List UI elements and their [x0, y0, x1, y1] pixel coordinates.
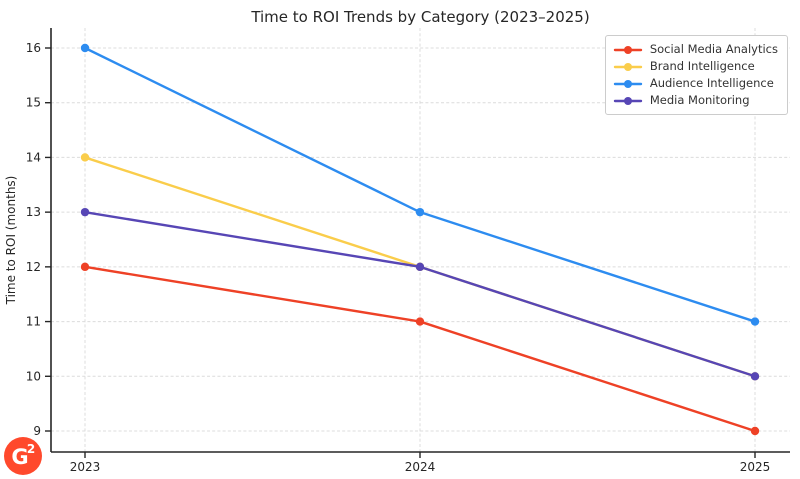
data-point [80, 43, 90, 53]
data-point [415, 262, 425, 272]
data-point [750, 372, 760, 381]
legend-item: Brand Intelligence [613, 59, 778, 74]
y-tick-label: 9 [33, 424, 41, 438]
g2-logo-2-text: 2 [27, 442, 35, 456]
y-tick-label: 16 [26, 41, 41, 55]
g2-logo-g-text: G [11, 445, 28, 469]
legend-dot-icon [623, 79, 632, 88]
data-point [80, 207, 90, 217]
legend-item: Social Media Analytics [613, 42, 778, 57]
legend-label: Audience Intelligence [649, 76, 774, 90]
data-point [415, 317, 425, 326]
y-tick-label: 14 [26, 150, 41, 164]
legend-dot-icon [623, 45, 632, 54]
data-point [80, 262, 90, 272]
legend-label: Social Media Analytics [649, 42, 778, 56]
y-axis-label: Time to ROI (months) [4, 176, 18, 306]
series-lines [80, 43, 760, 436]
legend-item: Audience Intelligence [613, 76, 778, 91]
tick-labels: 9 10 11 12 13 14 15 16 2023 2024 2025 [26, 41, 771, 474]
legend-item: Media Monitoring [613, 93, 778, 108]
x-tick-label: 2025 [740, 460, 771, 474]
data-point [750, 426, 760, 436]
legend-label: Media Monitoring [649, 93, 750, 107]
y-tick-label: 11 [26, 315, 41, 329]
series-line [83, 265, 757, 433]
y-tick-label: 13 [26, 205, 41, 219]
g2-logo: G 2 [4, 437, 42, 475]
legend-dot-icon [623, 96, 632, 105]
legend-dot-icon [623, 62, 632, 71]
g2-logo-circle-icon [4, 437, 42, 475]
data-point [750, 317, 760, 326]
legend-marker-icon [613, 62, 643, 71]
legend-marker-icon [613, 96, 643, 105]
y-tick-label: 10 [26, 369, 41, 383]
chart-title: Time to ROI Trends by Category (2023–202… [251, 8, 590, 26]
y-tick-label: 15 [26, 96, 41, 110]
legend-marker-icon [613, 45, 643, 54]
legend-label: Brand Intelligence [649, 59, 755, 73]
legend-marker-icon [613, 79, 643, 88]
data-point [415, 207, 425, 217]
legend: Social Media Analytics Brand Intelligence… [604, 35, 788, 115]
x-tick-label: 2024 [405, 460, 436, 474]
axes [45, 28, 790, 458]
x-tick-label: 2023 [70, 460, 101, 474]
y-tick-label: 12 [26, 260, 41, 274]
data-point [80, 153, 90, 162]
